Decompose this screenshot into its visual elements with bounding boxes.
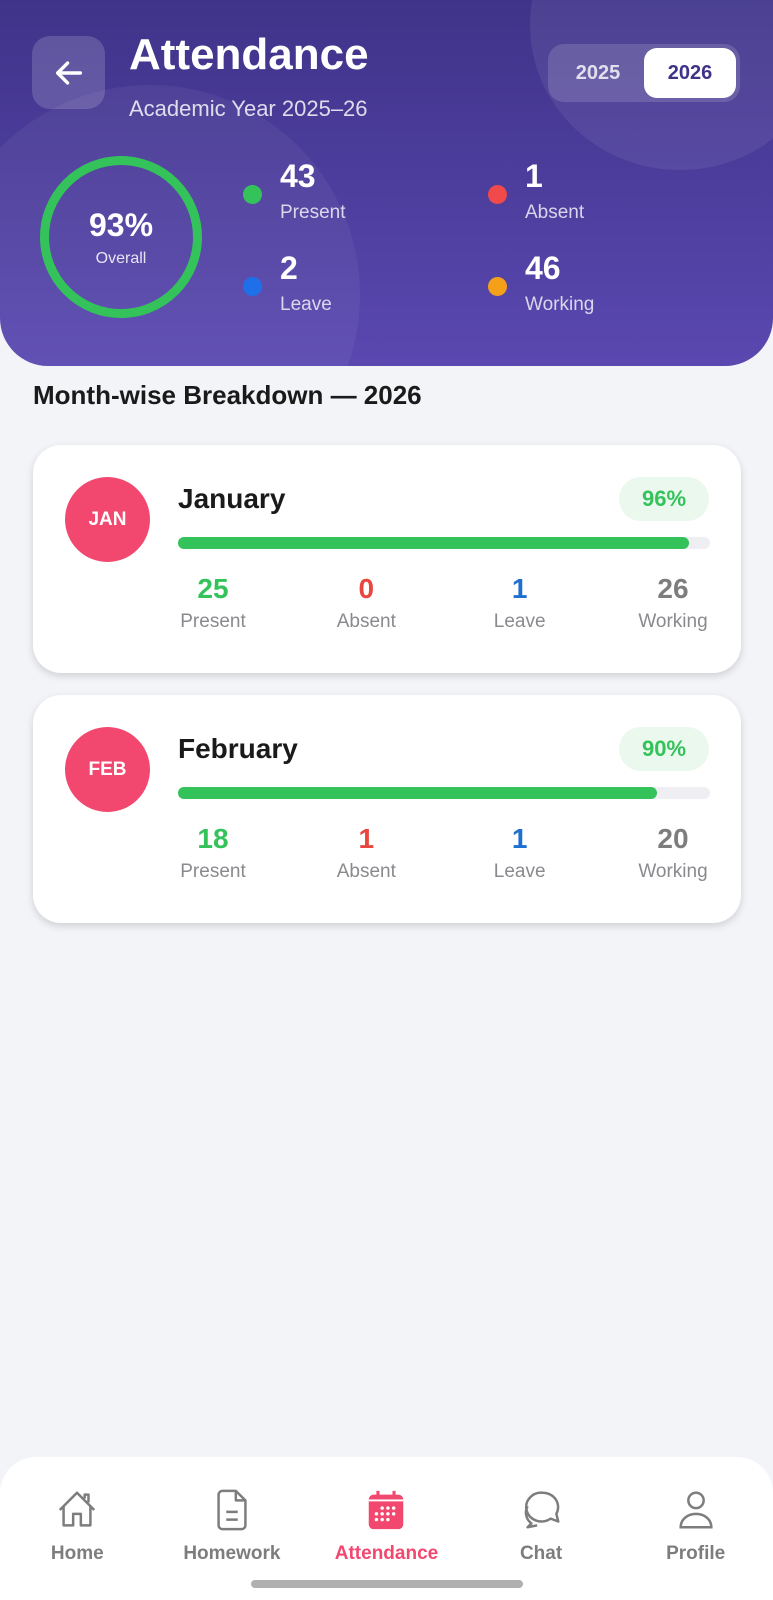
- progress-bar: [178, 537, 710, 549]
- back-button[interactable]: [32, 36, 105, 109]
- nav-label: Attendance: [334, 1543, 439, 1564]
- nav-chat[interactable]: Chat: [464, 1487, 619, 1600]
- stat-value: 1: [525, 158, 543, 194]
- red-dot-icon: [488, 185, 507, 204]
- year-2025-tab[interactable]: 2025: [575, 61, 621, 84]
- nav-attendance[interactable]: Attendance: [309, 1487, 464, 1600]
- stat-value: 26: [657, 573, 689, 604]
- page-title: Attendance: [129, 30, 369, 79]
- stat-label: Working: [638, 861, 708, 882]
- year-toggle: 2025 2026: [548, 44, 740, 102]
- month-stat-leave: 1 Leave: [460, 823, 580, 883]
- stat-value: 20: [657, 823, 689, 854]
- stat-value: 25: [197, 573, 229, 604]
- month-badge: JAN: [65, 477, 150, 562]
- stat-value: 2: [280, 250, 298, 286]
- header: Attendance Academic Year 2025–26 2025 20…: [0, 0, 773, 366]
- month-percent: 90%: [619, 727, 709, 771]
- stat-label: Leave: [493, 611, 546, 632]
- month-stat-working: 26 Working: [613, 573, 733, 633]
- month-stat-leave: 1 Leave: [460, 573, 580, 633]
- orange-dot-icon: [488, 277, 507, 296]
- month-stat-absent: 0 Absent: [306, 573, 426, 633]
- month-card-january[interactable]: JAN January 96% 25 Present 0 Absent 1 Leave…: [33, 445, 741, 673]
- stat-label: Present: [180, 861, 246, 882]
- stat-value: 1: [511, 573, 528, 604]
- nav-label: Profile: [666, 1543, 726, 1564]
- stat-label: Present: [280, 202, 346, 223]
- nav-profile[interactable]: Profile: [618, 1487, 773, 1600]
- month-stats: 25 Present 0 Absent 1 Leave 26 Working: [153, 573, 733, 633]
- stat-value: 1: [511, 823, 528, 854]
- month-card-february[interactable]: FEB February 90% 18 Present 1 Absent 1 Leav…: [33, 695, 741, 923]
- month-stat-working: 20 Working: [613, 823, 733, 883]
- green-dot-icon: [243, 185, 262, 204]
- month-stat-absent: 1 Absent: [306, 823, 426, 883]
- home-indicator: [251, 1580, 523, 1588]
- page-subtitle: Academic Year 2025–26: [129, 96, 368, 121]
- bottom-nav: Home Homework Attendance Chat Profile: [0, 1457, 773, 1600]
- month-name: February: [178, 733, 298, 764]
- progress-fill: [178, 537, 689, 549]
- stat-value: 46: [525, 250, 561, 286]
- stat-label: Leave: [493, 861, 546, 882]
- month-stat-present: 25 Present: [153, 573, 273, 633]
- month-name: January: [178, 483, 286, 514]
- nav-homework[interactable]: Homework: [155, 1487, 310, 1600]
- blue-dot-icon: [243, 277, 262, 296]
- stat-label: Absent: [336, 611, 396, 632]
- month-stat-present: 18 Present: [153, 823, 273, 883]
- nav-home[interactable]: Home: [0, 1487, 155, 1600]
- stat-value: 1: [358, 823, 375, 854]
- stat-label: Present: [180, 611, 246, 632]
- month-badge: FEB: [65, 727, 150, 812]
- stat-label: Absent: [336, 861, 396, 882]
- overall-percent: 93%: [88, 206, 154, 243]
- arrow-left-icon: [55, 60, 82, 85]
- overall-label: Overall: [95, 249, 147, 267]
- progress-bar: [178, 787, 710, 799]
- nav-label: Chat: [519, 1543, 563, 1564]
- overall-ring: 93% Overall: [40, 156, 202, 318]
- stat-label: Leave: [280, 294, 332, 315]
- month-stats: 18 Present 1 Absent 1 Leave 20 Working: [153, 823, 733, 883]
- stat-label: Absent: [525, 202, 585, 223]
- home-icon: [59, 1491, 96, 1527]
- stat-label: Working: [525, 294, 595, 315]
- stat-value: 18: [197, 823, 229, 854]
- stat-value: 0: [358, 573, 375, 604]
- nav-label: Homework: [183, 1543, 281, 1564]
- document-icon: [217, 1489, 247, 1531]
- month-percent: 96%: [619, 477, 709, 521]
- nav-label: Home: [50, 1543, 104, 1564]
- stat-value: 43: [280, 158, 316, 194]
- section-title: Month-wise Breakdown — 2026: [33, 380, 422, 410]
- chat-icon: [524, 1491, 560, 1529]
- user-icon: [679, 1491, 713, 1529]
- calendar-icon: [369, 1490, 404, 1530]
- year-2026-tab[interactable]: 2026: [644, 48, 736, 98]
- progress-fill: [178, 787, 657, 799]
- stat-label: Working: [638, 611, 708, 632]
